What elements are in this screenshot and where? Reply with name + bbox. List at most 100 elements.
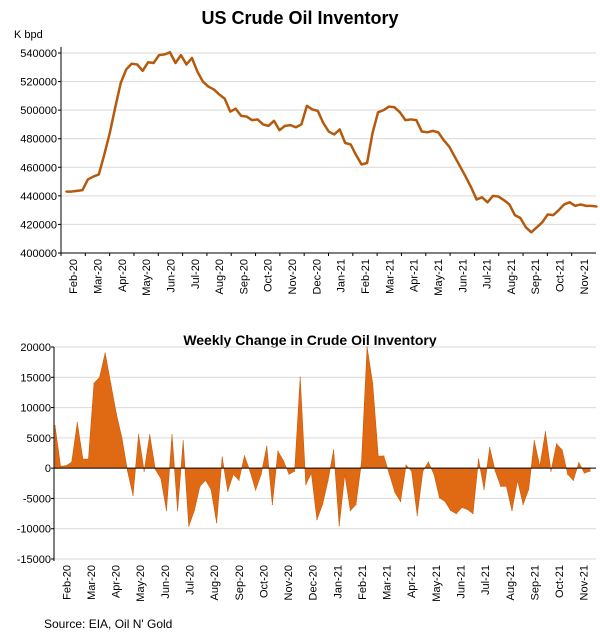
- data-point: [188, 525, 190, 527]
- data-point: [431, 130, 434, 132]
- data-point: [486, 201, 489, 204]
- data-point: [360, 163, 363, 166]
- data-point: [448, 145, 450, 148]
- data-point: [505, 485, 508, 487]
- x-axis-tick-labels: Feb-20 Mar-20 Apr-20 May-20 Jun-20 Jul-20 Aug-…: [61, 565, 590, 602]
- weekly-change-series: [54, 346, 591, 527]
- x-tick-label: Aug-20: [209, 565, 221, 600]
- data-point: [81, 189, 84, 191]
- y-tick-label: 10000: [20, 403, 51, 415]
- data-point: [470, 186, 472, 189]
- data-point: [284, 125, 286, 127]
- data-point: [472, 512, 474, 515]
- data-point: [444, 500, 446, 503]
- data-point: [500, 485, 502, 487]
- data-point: [477, 458, 480, 460]
- data-point: [240, 115, 242, 117]
- y-tick-label: 460000: [20, 162, 57, 174]
- y-tick-label: -10000: [17, 524, 51, 536]
- data-point: [541, 221, 544, 224]
- data-point: [207, 85, 210, 88]
- data-point: [533, 440, 535, 442]
- data-point: [421, 130, 423, 133]
- data-point: [555, 443, 558, 445]
- data-point: [199, 485, 201, 487]
- data-point: [589, 470, 591, 472]
- data-point: [288, 473, 290, 475]
- data-point: [459, 165, 461, 168]
- data-point: [455, 512, 457, 515]
- y-tick-label: 400000: [20, 248, 57, 260]
- data-point: [76, 190, 78, 192]
- data-point: [149, 434, 151, 436]
- data-point: [196, 70, 199, 73]
- x-tick-label: Nov-20: [287, 259, 299, 294]
- data-point: [119, 82, 122, 84]
- data-point: [76, 422, 78, 424]
- data-point: [366, 162, 368, 164]
- data-point: [114, 106, 117, 109]
- data-point: [87, 178, 89, 181]
- data-point: [388, 105, 390, 108]
- x-tick-label: Jan-21: [336, 259, 348, 293]
- data-point: [193, 509, 195, 512]
- x-tick-label: Aug-21: [505, 565, 517, 600]
- data-point: [338, 525, 340, 527]
- data-point: [158, 54, 160, 56]
- data-point: [399, 111, 401, 114]
- data-point: [277, 450, 279, 452]
- y-axis-tick-labels: 400000 420000 440000 460000 480000 500000 5200…: [20, 48, 57, 260]
- y-tick-label: 500000: [20, 105, 57, 117]
- data-point: [437, 131, 440, 134]
- data-point: [213, 88, 215, 91]
- data-point: [522, 503, 524, 506]
- inventory-series: [65, 51, 598, 234]
- data-point: [216, 522, 218, 524]
- data-point: [442, 139, 445, 141]
- data-point: [266, 445, 268, 447]
- y-tick-label: 5000: [27, 433, 51, 445]
- data-point: [366, 346, 368, 348]
- y-axis-tick-labels: 20000 15000 10000 5000 0 -5000 -10000 -15000: [17, 342, 51, 566]
- data-point: [557, 209, 560, 211]
- data-point: [382, 109, 385, 111]
- x-tick-label: Jun-21: [457, 259, 469, 293]
- x-tick-label: Oct-20: [263, 259, 275, 292]
- data-point: [453, 155, 456, 158]
- y-tick-label: 540000: [20, 48, 57, 60]
- data-point: [388, 473, 390, 475]
- data-point: [210, 488, 212, 490]
- data-point: [344, 142, 346, 144]
- y-tick-label: 20000: [20, 342, 51, 354]
- data-point: [251, 119, 253, 121]
- data-point: [70, 190, 73, 193]
- data-point: [103, 153, 106, 156]
- y-tick-label: 520000: [20, 77, 57, 89]
- data-point: [221, 456, 223, 458]
- data-point: [514, 214, 516, 216]
- x-tick-label: Apr-20: [111, 565, 123, 598]
- data-point: [137, 434, 140, 436]
- x-tick-label: Dec-20: [311, 259, 323, 294]
- data-point: [299, 376, 301, 378]
- y-tick-label: -15000: [17, 554, 51, 566]
- x-tick-label: Feb-21: [360, 259, 372, 294]
- data-point: [165, 509, 168, 512]
- data-point: [98, 173, 100, 176]
- data-point: [294, 470, 296, 472]
- data-point: [108, 132, 111, 134]
- inventory-line: [66, 51, 598, 234]
- data-point: [232, 473, 234, 475]
- data-point: [349, 143, 352, 146]
- data-point: [185, 63, 188, 66]
- data-point: [262, 123, 264, 126]
- data-point: [399, 500, 402, 503]
- data-point: [596, 205, 598, 208]
- data-point: [229, 110, 232, 113]
- data-point: [218, 93, 221, 96]
- data-point: [143, 470, 145, 472]
- data-point: [234, 107, 237, 110]
- data-point: [110, 382, 112, 384]
- inventory-line-chart: US Crude Oil Inventory K bpd 400000 42000…: [14, 8, 598, 296]
